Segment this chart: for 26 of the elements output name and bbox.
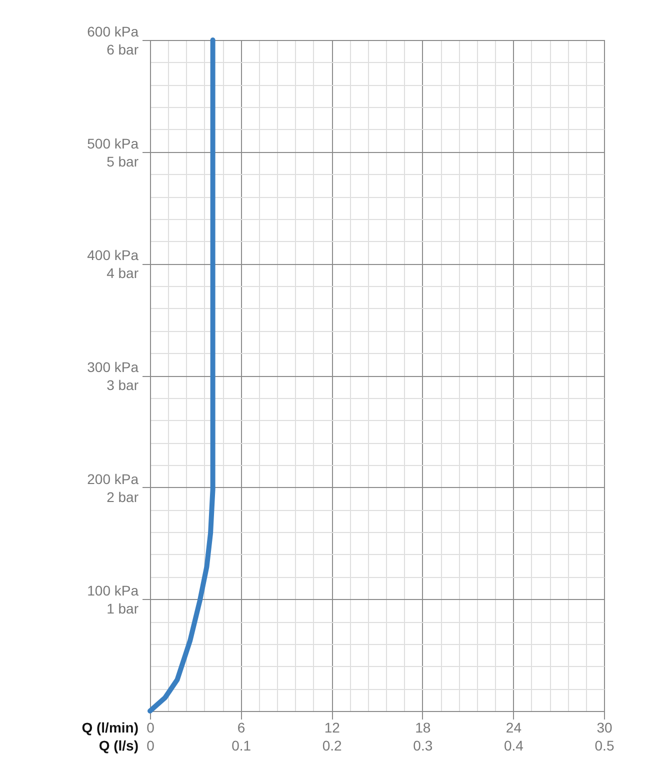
x-tick-label: 18 xyxy=(415,720,431,736)
y2-tick-label: 2 bar xyxy=(106,488,139,505)
y-tick-label: 100 kPa xyxy=(87,582,139,599)
y2-tick-label: 6 bar xyxy=(106,42,139,58)
y2-tick-label: 4 bar xyxy=(106,265,139,282)
y-tick-label: 500 kPa xyxy=(87,135,139,152)
x2-axis-title: Q (l/s) xyxy=(98,738,138,754)
x-tick-label: 12 xyxy=(324,720,340,736)
x-tick-label: 30 xyxy=(596,720,612,736)
y-tick-label: 600 kPa xyxy=(87,24,139,40)
y2-tick-label: 5 bar xyxy=(106,153,139,170)
y2-tick-label: 1 bar xyxy=(106,600,139,617)
y-tick-label: 300 kPa xyxy=(87,359,139,375)
x2-tick-label: 0.3 xyxy=(413,738,433,754)
y-tick-label: 400 kPa xyxy=(87,247,139,264)
y-tick-label: 200 kPa xyxy=(87,470,139,487)
x-tick-label: 6 xyxy=(237,720,246,736)
x2-tick-label: 0.2 xyxy=(322,738,342,754)
x-axis-title: Q (l/min) xyxy=(82,720,138,736)
x2-tick-label: 0.4 xyxy=(504,738,524,754)
y2-tick-label: 3 bar xyxy=(106,377,139,393)
x-tick-label: 0 xyxy=(146,720,155,736)
x2-tick-label: 0.1 xyxy=(232,738,252,754)
x2-tick-label: 0.5 xyxy=(594,738,614,754)
x2-tick-label: 0 xyxy=(146,738,155,754)
x-tick-label: 24 xyxy=(506,720,522,736)
